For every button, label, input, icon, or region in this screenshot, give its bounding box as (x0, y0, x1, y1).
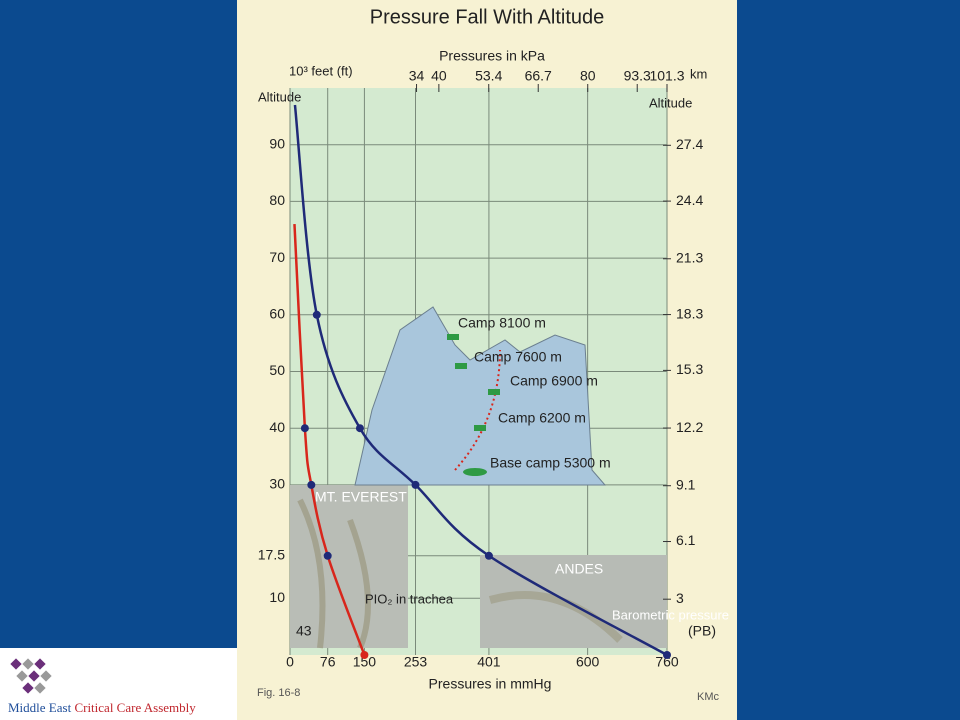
y-tick-label: 50 (269, 362, 285, 378)
data-point (312, 310, 321, 319)
series-line (293, 104, 668, 657)
data-point (663, 651, 671, 659)
y2-tick-label: 18.3 (676, 305, 703, 321)
figure-label: Fig. 16-8 (257, 687, 300, 699)
x-axis-title: Pressures in mmHg (429, 676, 552, 692)
y-axis-unit: 10³ feet (ft) (289, 63, 353, 78)
x-tick-label: 76 (320, 654, 336, 670)
annotation: Camp 7600 m (474, 349, 562, 365)
scenery (290, 306, 667, 650)
y2-tick-label: 27.4 (676, 136, 703, 152)
chart-title: Pressure Fall With Altitude (370, 6, 605, 28)
credit: KMc (697, 691, 720, 703)
x2-axis-title: Pressures in kPa (439, 48, 545, 64)
camp-markers (447, 334, 500, 476)
data-point (300, 424, 309, 433)
y2-tick-label: 9.1 (676, 476, 696, 492)
y-tick-label: 60 (269, 306, 285, 322)
x2-tick-label: 40 (431, 68, 447, 84)
x2-tick-label: 34 (409, 68, 425, 84)
org-name: Middle East Critical Care Assembly (8, 700, 196, 715)
series-label: Barometric pressure (612, 607, 729, 622)
annotation: 43 (296, 623, 312, 639)
x-tick-label: 401 (477, 654, 501, 670)
y-tick-label: 80 (269, 192, 285, 208)
data-point (360, 651, 369, 659)
x-tick-label: 150 (353, 654, 377, 670)
annotation: (PB) (688, 623, 716, 639)
y2-tick-label: 24.4 (676, 192, 703, 208)
y2-tick-label: 15.3 (676, 361, 703, 377)
y-tick-label: 70 (269, 249, 285, 265)
data-point (323, 551, 332, 560)
data-point (307, 480, 316, 489)
x-tick-label: 253 (404, 654, 428, 670)
series-line (293, 224, 366, 656)
annotation: Camp 6200 m (498, 410, 586, 426)
org-part1: Middle East (8, 700, 72, 715)
route (454, 349, 501, 471)
y-tick-label: 40 (269, 419, 285, 435)
x-tick-label: 0 (286, 654, 294, 670)
x2-tick-label: 53.4 (475, 68, 502, 84)
x-tick-label: 760 (655, 654, 679, 670)
y-tick-label: 10 (269, 589, 285, 605)
rock-texture (488, 591, 623, 643)
annotation: Camp 6900 m (510, 373, 598, 389)
y-tick-label: 30 (269, 476, 285, 492)
annotation: ANDES (555, 561, 603, 577)
data-point (484, 551, 493, 560)
y-axis-title: Altitude (258, 89, 301, 104)
x2-tick-label: 80 (580, 68, 596, 84)
y2-tick-label: 6.1 (676, 532, 696, 548)
y-tick-label: 17.5 (258, 546, 285, 562)
annotation: Camp 8100 m (458, 315, 546, 331)
annotation: Base camp 5300 m (490, 455, 611, 471)
y2-tick-label: 3 (676, 590, 684, 606)
y2-axis-title: Altitude (649, 95, 692, 110)
annotation: MT. EVEREST (315, 489, 407, 505)
y2-tick-label: 21.3 (676, 249, 703, 265)
rock-texture (297, 498, 371, 650)
y2-tick-label: 12.2 (676, 419, 703, 435)
data-point (411, 480, 420, 489)
y-tick-label: 90 (269, 135, 285, 151)
x2-tick-label: 66.7 (525, 68, 552, 84)
x-tick-label: 600 (576, 654, 600, 670)
x2-tick-label: 101.3 (649, 68, 684, 84)
everest-image (354, 306, 607, 486)
series-label: PIO₂ in trachea (365, 591, 454, 606)
data-point (355, 424, 364, 433)
org-part2: Critical Care Assembly (74, 700, 196, 715)
x2-tick-label: 93.3 (624, 68, 651, 84)
y2-axis-unit: km (690, 66, 707, 81)
rock-image (290, 485, 408, 648)
